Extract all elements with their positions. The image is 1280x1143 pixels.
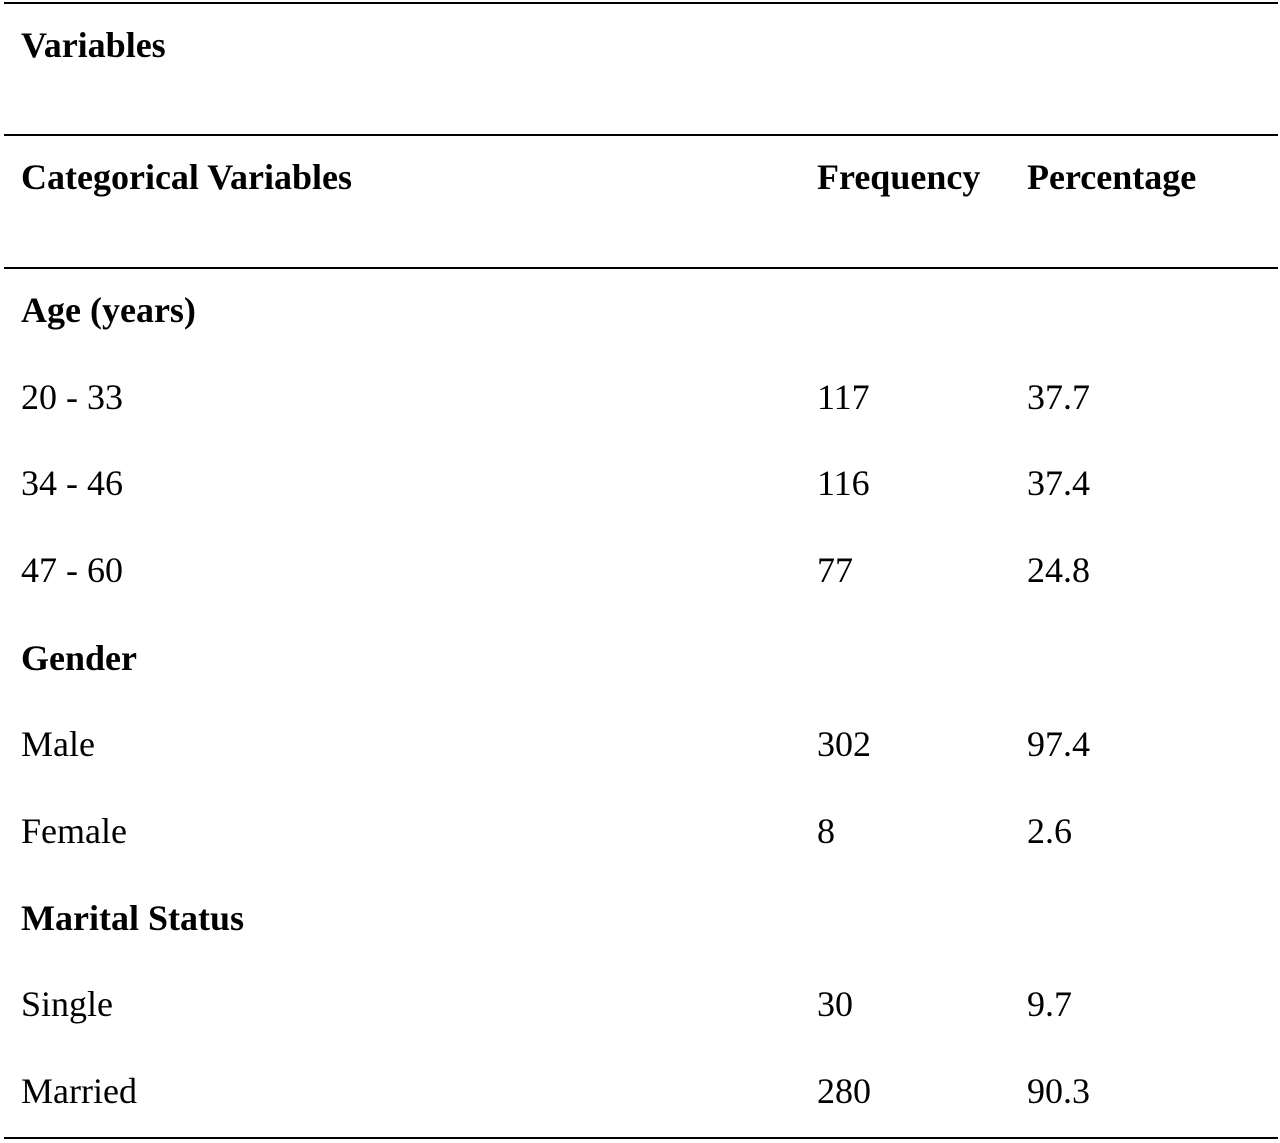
row-percentage: 24.8: [1027, 550, 1090, 590]
column-header-percentage: Percentage: [1027, 157, 1197, 197]
row-label: Single: [21, 984, 114, 1024]
row-percentage: 37.7: [1027, 377, 1090, 417]
header-rule: [4, 134, 1278, 136]
row-percentage: 9.7: [1027, 984, 1072, 1024]
row-label: Male: [21, 724, 95, 764]
row-frequency: 77: [817, 550, 853, 590]
row-frequency: 302: [817, 724, 871, 764]
top-header: Variables: [21, 25, 166, 65]
row-percentage: 2.6: [1027, 811, 1072, 851]
row-label: 47 - 60: [21, 550, 123, 590]
row-percentage: 37.4: [1027, 463, 1090, 503]
row-percentage: 90.3: [1027, 1071, 1090, 1111]
section-heading: Gender: [21, 638, 137, 678]
row-percentage: 97.4: [1027, 724, 1090, 764]
row-frequency: 280: [817, 1071, 871, 1111]
row-label: 34 - 46: [21, 463, 123, 503]
bottom-rule: [4, 1137, 1278, 1139]
section-heading: Age (years): [21, 290, 196, 330]
row-label: 20 - 33: [21, 377, 123, 417]
body-rule: [4, 267, 1278, 269]
row-frequency: 8: [817, 811, 835, 851]
row-frequency: 116: [817, 463, 870, 503]
column-header-frequency: Frequency: [817, 157, 981, 197]
column-header-variable: Categorical Variables: [21, 157, 352, 197]
row-frequency: 30: [817, 984, 853, 1024]
row-label: Married: [21, 1071, 137, 1111]
top-rule: [4, 2, 1278, 4]
row-frequency: 117: [817, 377, 870, 417]
section-heading: Marital Status: [21, 898, 244, 938]
row-label: Female: [21, 811, 127, 851]
